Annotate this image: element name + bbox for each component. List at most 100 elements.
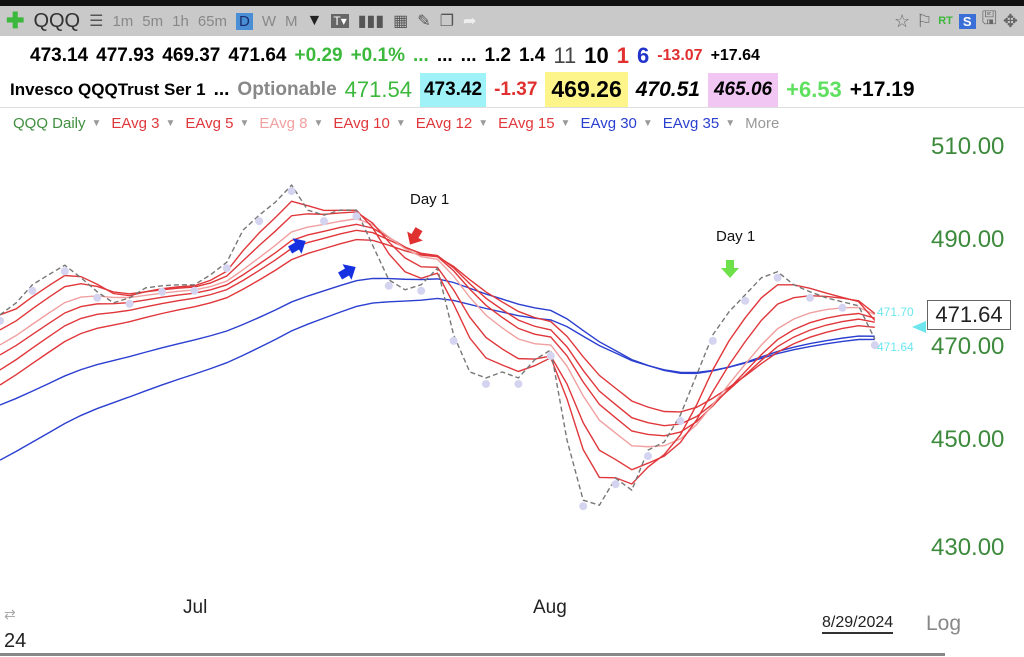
chevron-down-icon[interactable]: ▼	[239, 117, 250, 129]
symbol-field[interactable]: QQQ	[33, 9, 81, 32]
interval-1m[interactable]: 1m	[112, 12, 134, 30]
dropdown-icon[interactable]: ▼	[306, 12, 323, 29]
legend-item[interactable]: EAvg 35	[662, 114, 720, 132]
chevron-down-icon[interactable]: ▼	[165, 117, 176, 129]
legend-item[interactable]: More	[745, 114, 780, 132]
price-dot	[320, 217, 328, 226]
ema-5-line	[0, 211, 876, 471]
scroll-arrows-icon[interactable]: ⇄	[4, 606, 16, 622]
move-icon[interactable]: ✥	[1002, 10, 1018, 31]
low-price: 469.37	[162, 45, 221, 66]
legend-item[interactable]: EAvg 10	[333, 114, 390, 132]
bars-icon[interactable]: ▮▮▮	[357, 13, 385, 30]
list-icon[interactable]: ☰	[89, 13, 104, 30]
price-dot	[0, 316, 4, 325]
quote-value: -1.37	[494, 78, 538, 100]
quote-value: 10	[584, 43, 609, 68]
price-dot	[190, 286, 199, 295]
annotation-day1: Day 1	[410, 191, 450, 208]
price-dot	[708, 336, 717, 345]
x-label-jul: Jul	[183, 597, 208, 618]
left-partial-text: 24	[4, 630, 27, 652]
price-dot	[352, 212, 361, 221]
price-dot	[773, 273, 782, 282]
legend-item[interactable]: EAvg 30	[580, 114, 637, 132]
grid-add-icon[interactable]: ▦	[393, 13, 409, 30]
price-dot	[417, 286, 426, 295]
quote-value: 11	[553, 43, 577, 68]
quote-value: -13.07	[657, 47, 703, 64]
chevron-down-icon[interactable]: ▼	[560, 117, 571, 129]
price-dot	[546, 351, 555, 360]
legend-item[interactable]: EAvg 12	[415, 114, 473, 132]
add-icon[interactable]: ✚	[6, 8, 25, 33]
price-dot	[514, 379, 523, 388]
price-dot	[870, 341, 879, 350]
open-price: 473.14	[30, 45, 89, 66]
ellipsis: ...	[412, 45, 429, 66]
price-dot	[611, 480, 620, 489]
price-dot	[384, 281, 393, 290]
price-dot	[287, 187, 296, 196]
text-icon[interactable]: T▾	[331, 14, 349, 28]
interval-5m[interactable]: 5m	[142, 12, 164, 30]
green-arrow-icon	[721, 260, 739, 278]
price-dot	[125, 299, 134, 308]
blue-arrow-icon	[288, 238, 306, 254]
legend-item[interactable]: EAvg 8	[259, 114, 308, 132]
rt-badge[interactable]: RT	[938, 15, 953, 27]
save-icon[interactable]: 🖫	[981, 8, 997, 28]
legend-item[interactable]: EAvg 5	[185, 114, 234, 132]
star-icon[interactable]: ☆	[893, 10, 911, 31]
quote-value: 471.54	[344, 76, 412, 102]
red-arrow-icon	[407, 227, 423, 245]
chevron-down-icon[interactable]: ▼	[478, 117, 489, 129]
log-toggle[interactable]: Log	[926, 612, 962, 635]
interval-d[interactable]: D	[236, 12, 253, 30]
change-pct: +0.1%	[350, 45, 405, 66]
chevron-down-icon[interactable]: ▼	[313, 117, 324, 129]
window-top-border	[0, 0, 1024, 6]
chevron-down-icon[interactable]: ▼	[395, 117, 406, 129]
ema-30-line	[0, 277, 875, 406]
ema-10-line	[0, 223, 875, 437]
legend-item[interactable]: EAvg 15	[498, 114, 555, 132]
legend-item[interactable]: EAvg 3	[111, 114, 160, 132]
quote-row-1: 473.14 477.93 469.37 471.64 +0.29 +0.1% …	[0, 40, 1024, 72]
y-tick-label: 450.00	[931, 426, 1005, 453]
quote-value: 6	[636, 43, 650, 68]
chevron-down-icon[interactable]: ▼	[91, 117, 102, 129]
bottom-border	[0, 653, 945, 656]
marker-lower: 471.64	[877, 340, 914, 354]
price-dot	[676, 417, 685, 426]
interval-m[interactable]: M	[285, 12, 298, 30]
pencil-icon[interactable]: ✎	[417, 13, 431, 30]
interval-w[interactable]: W	[261, 12, 277, 30]
price-dot	[741, 296, 750, 305]
blue-arrow-icon	[338, 264, 356, 280]
price-line	[0, 183, 876, 507]
flag-icon[interactable]: ⚐	[916, 10, 933, 31]
price-dot	[60, 267, 69, 276]
s-button[interactable]: S	[958, 13, 976, 29]
quote-value: +17.19	[849, 77, 915, 101]
legend-item[interactable]: QQQ Daily	[13, 114, 86, 132]
folder-icon[interactable]: ❐	[439, 13, 455, 30]
y-tick-label: 510.00	[931, 133, 1005, 160]
chart-date[interactable]: 8/29/2024	[822, 614, 894, 634]
interval-1h[interactable]: 1h	[172, 12, 189, 30]
chevron-down-icon[interactable]: ▼	[725, 117, 736, 129]
toolbar-right: ☆ ⚐ RT S 🖫 ✥	[894, 6, 1018, 36]
ema-35-line	[0, 297, 875, 461]
chevron-down-icon[interactable]: ▼	[642, 117, 653, 129]
interval-65m[interactable]: 65m	[197, 12, 228, 30]
quote-value: 469.26	[545, 72, 628, 107]
price-dot	[838, 303, 847, 312]
annotation-day1: Day 1	[716, 228, 756, 245]
price-dot	[449, 336, 458, 345]
quote-value: 470.51	[635, 77, 700, 101]
price-chart[interactable]	[0, 135, 1024, 605]
share-icon[interactable]: ➦	[463, 13, 477, 30]
ema-3-line	[0, 200, 876, 485]
ellipsis: ...	[213, 78, 230, 100]
